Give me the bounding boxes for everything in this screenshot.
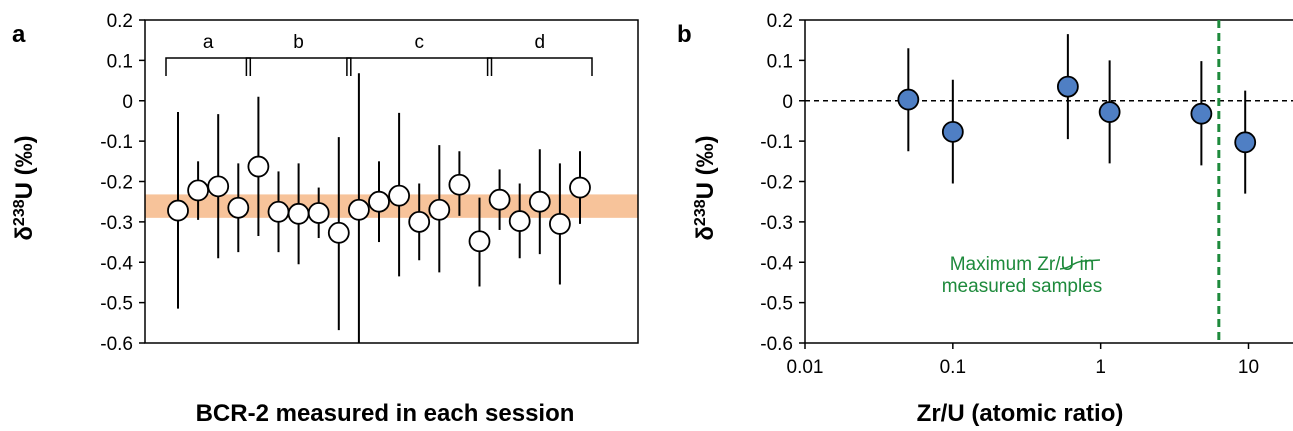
a-data-point — [508, 210, 531, 232]
b-points — [897, 34, 1257, 194]
a-data-point — [187, 179, 210, 202]
b-reference-lines — [805, 20, 1293, 343]
panel-a: a 0.2 0.1 0 -0.1 -0.2 -0.3 -0.4 -0.5 -0.6 a b c d δ… — [11, 11, 639, 427]
b-data-point — [1098, 101, 1121, 123]
b-y-tick-label: -0.4 — [760, 253, 793, 274]
a-data-point — [207, 175, 230, 198]
b-axes: 0.2 0.1 0 -0.1 -0.2 -0.3 -0.4 -0.5 -0.60.01 0.1 1 1… — [760, 11, 1293, 378]
a-data-point — [227, 196, 250, 219]
a-data-point — [347, 198, 370, 221]
b-data-point — [941, 120, 964, 143]
a-data-point — [368, 190, 390, 213]
a-y-tick-label: -0.5 — [100, 294, 133, 315]
b-x-tick-label: 10 — [1238, 357, 1259, 378]
a-data-point — [428, 198, 451, 221]
a-data-point — [448, 173, 471, 196]
b-y-tick-label: -0.1 — [760, 132, 793, 153]
group-bracket — [346, 57, 493, 76]
panel-a-letter: a — [12, 21, 26, 48]
a-data-point — [267, 200, 290, 223]
a-y-tick-label: -0.4 — [100, 253, 133, 274]
a-group-brackets: a b c d — [165, 32, 593, 76]
a-data-point — [408, 210, 431, 233]
b-y-tick-label: -0.6 — [760, 334, 793, 355]
b-x-tick-label: 0.01 — [787, 357, 824, 378]
a-data-point — [569, 176, 591, 199]
a-data-point — [307, 202, 330, 224]
a-data-point — [468, 230, 491, 253]
b-y-tick-label: -0.3 — [760, 213, 793, 234]
b-y-tick-label: 0 — [782, 92, 793, 113]
b-y-axis-title: δ238U (‰) — [692, 135, 720, 240]
a-data-point — [287, 202, 310, 225]
b-annotation-leader — [1059, 259, 1101, 270]
group-bracket — [165, 57, 252, 76]
b-data-point — [1234, 131, 1257, 154]
group-label: c — [414, 32, 424, 53]
a-y-tick-label: -0.3 — [100, 213, 133, 234]
a-data-point — [167, 199, 189, 222]
b-x-axis-title: Zr/U (atomic ratio) — [917, 400, 1124, 427]
b-y-tick-label: 0.1 — [767, 51, 793, 72]
b-data-point — [897, 88, 920, 111]
group-bracket — [486, 57, 593, 76]
a-points — [167, 73, 591, 343]
a-y-tick-label: -0.6 — [100, 334, 133, 355]
b-x-tick-label: 1 — [1095, 357, 1106, 378]
a-data-point — [488, 188, 511, 211]
a-x-axis-title: BCR-2 measured in each session — [196, 400, 575, 427]
a-y-tick-label: 0 — [122, 92, 133, 113]
group-label: a — [203, 32, 214, 53]
group-label: b — [293, 32, 304, 53]
panel-b: b 0.2 0.1 0 -0.1 -0.2 -0.3 -0.4 -0.5 -0.60.01 0.1… — [677, 11, 1293, 427]
b-annotation-line-1: Maximum Zr/U in — [950, 254, 1095, 275]
b-x-tick-label: 0.1 — [940, 357, 966, 378]
b-y-tick-label: -0.2 — [760, 173, 793, 194]
b-data-point — [1056, 75, 1079, 98]
a-y-axis-title: δ238U (‰) — [11, 135, 39, 240]
group-label: d — [535, 32, 546, 53]
group-bracket — [245, 57, 352, 76]
b-annotation-line-2: measured samples — [942, 276, 1103, 297]
b-data-point — [1190, 102, 1213, 125]
a-y-tick-label: 0.2 — [107, 11, 133, 32]
b-y-tick-label: 0.2 — [767, 11, 793, 32]
a-y-tick-label: -0.1 — [100, 132, 133, 153]
a-y-tick-label: -0.2 — [100, 173, 133, 194]
b-y-tick-label: -0.5 — [760, 294, 793, 315]
a-y-tick-label: 0.1 — [107, 51, 133, 72]
a-data-point — [327, 221, 350, 244]
panel-b-letter: b — [677, 21, 692, 48]
a-data-point — [528, 190, 551, 213]
a-data-point — [549, 212, 571, 235]
a-axes: 0.2 0.1 0 -0.1 -0.2 -0.3 -0.4 -0.5 -0.6 — [100, 11, 639, 355]
a-data-point — [247, 155, 270, 178]
a-data-point — [388, 184, 411, 207]
